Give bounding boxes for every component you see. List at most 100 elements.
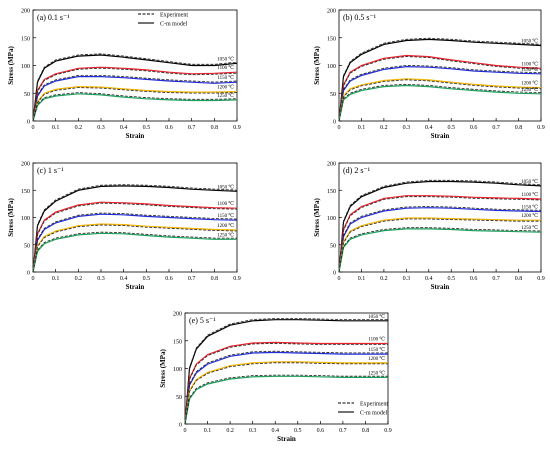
series-line-experiment	[184, 342, 388, 425]
x-tick-label: 0.5	[294, 428, 302, 434]
y-tick-label: 0	[333, 120, 336, 126]
x-axis-label: Strain	[431, 283, 450, 291]
series-line-model	[184, 361, 388, 425]
series-line-experiment	[338, 79, 542, 122]
x-tick-label: 0.9	[384, 428, 392, 434]
series-line-model	[184, 351, 388, 425]
series-line-experiment	[32, 202, 238, 273]
series-label: 1100 ℃	[217, 65, 234, 71]
series-label: 1250 ℃	[217, 93, 234, 99]
series-label: 1100 ℃	[521, 192, 538, 198]
series-line-experiment	[32, 92, 238, 122]
series-label: 1250 ℃	[217, 232, 234, 238]
y-tick-label: 100	[21, 64, 30, 70]
panel-1: 0 50 100 150 200 0 0.1 0.2 0.3 0.4 0.5 0.6 0.7 0.8 0.9…	[7, 9, 241, 141]
series-label: 1250 ℃	[368, 370, 385, 376]
y-tick-label: 0	[179, 423, 182, 429]
series-line-model	[338, 217, 541, 273]
series-label: 1050 ℃	[521, 179, 538, 185]
panel-label: (a) 0.1 s⁻¹	[37, 13, 70, 22]
x-tick-label: 0.8	[211, 125, 219, 131]
y-tick-label: 0	[333, 271, 336, 277]
y-tick-label: 200	[173, 312, 182, 318]
x-axis-label: Strain	[126, 132, 145, 140]
y-tick-label: 150	[327, 36, 336, 42]
y-tick-label: 50	[330, 92, 336, 98]
x-tick-label: 0.7	[188, 125, 196, 131]
series-line-model	[32, 76, 238, 122]
x-tick-label: 0.6	[165, 276, 173, 282]
series-line-model	[32, 223, 238, 273]
y-tick-label: 100	[327, 64, 336, 70]
x-tick-label: 0.3	[97, 125, 105, 131]
y-tick-label: 50	[330, 243, 336, 249]
series-line-experiment	[184, 350, 388, 425]
y-tick-label: 150	[327, 189, 336, 195]
series-label: 1100 ℃	[521, 61, 538, 67]
y-tick-label: 100	[173, 367, 182, 373]
x-tick-label: 0	[32, 276, 35, 282]
x-tick-label: 0.7	[339, 428, 347, 434]
series-label: 1200 ℃	[521, 81, 538, 87]
x-tick-label: 0.1	[358, 276, 366, 282]
x-tick-label: 0.9	[233, 125, 241, 131]
legend-label-model: C-m model	[160, 22, 187, 28]
series-line-experiment	[32, 53, 238, 122]
y-tick-label: 200	[21, 162, 30, 168]
series-line-model	[32, 213, 238, 273]
series-line-experiment	[32, 224, 238, 273]
series-label: 1200 ℃	[217, 85, 234, 91]
panel-2: 0 50 100 150 200 0 0.1 0.2 0.3 0.4 0.5 0.6 0.7 0.8 0.9…	[313, 9, 545, 141]
series-line-experiment	[338, 227, 542, 273]
panel-5: 0 50 100 150 200 0 0.1 0.2 0.3 0.4 0.5 0.6 0.7 0.8 0.9…	[159, 312, 392, 444]
legend-label-experiment: Experiment	[160, 13, 188, 19]
x-tick-label: 0.3	[403, 276, 411, 282]
panel-label: (c) 1 s⁻¹	[37, 166, 64, 175]
series-line-experiment	[338, 196, 542, 273]
x-tick-label: 0.8	[515, 276, 523, 282]
x-tick-label: 0.3	[249, 428, 257, 434]
plot-frame	[184, 312, 389, 425]
series-line-model	[32, 54, 238, 122]
series-line-model	[338, 78, 542, 122]
series-label: 1250 ℃	[521, 87, 538, 93]
panel-4: 0 50 100 150 200 0 0.1 0.2 0.3 0.4 0.5 0.6 0.7 0.8 0.9…	[313, 162, 545, 292]
y-tick-label: 0	[27, 271, 30, 277]
series-line-model	[32, 93, 238, 122]
series-line-model	[184, 319, 388, 425]
y-axis-label: Stress (MPa)	[159, 349, 167, 388]
plot-frame	[338, 9, 542, 122]
panel-3: 0 50 100 150 200 0 0.1 0.2 0.3 0.4 0.5 0.6 0.7 0.8 0.9…	[7, 162, 241, 292]
series-label: 1150 ℃	[368, 347, 385, 353]
x-tick-label: 0.2	[75, 276, 83, 282]
y-tick-label: 150	[21, 189, 30, 195]
x-tick-label: 0.6	[470, 125, 478, 131]
series-line-model	[32, 66, 238, 122]
series-label: 1250 ℃	[521, 225, 538, 231]
series-line-model	[32, 85, 238, 122]
series-line-model	[338, 65, 542, 122]
series-line-model	[338, 228, 542, 273]
series-line-model	[32, 201, 238, 273]
x-tick-label: 0.5	[143, 125, 151, 131]
x-tick-label: 0.4	[120, 276, 128, 282]
y-tick-label: 200	[21, 9, 30, 15]
plot-frame	[338, 162, 542, 273]
x-tick-label: 0.9	[233, 276, 241, 282]
series-line-model	[338, 84, 542, 122]
series-line-model	[338, 54, 542, 122]
series-label: 1200 ℃	[217, 223, 234, 229]
series-line-experiment	[32, 212, 238, 273]
x-tick-label: 0.6	[470, 276, 478, 282]
series-line-experiment	[338, 179, 542, 273]
series-label: 1200 ℃	[521, 213, 538, 219]
series-line-model	[184, 341, 388, 425]
x-tick-label: 0.7	[188, 276, 196, 282]
legend-label-experiment: Experiment	[360, 402, 388, 408]
series-line-experiment	[32, 87, 238, 122]
series-label: 1050 ℃	[521, 39, 538, 45]
y-tick-label: 100	[21, 216, 30, 222]
series-line-experiment	[32, 184, 238, 273]
series-line-experiment	[184, 374, 388, 425]
series-line-model	[184, 375, 388, 425]
